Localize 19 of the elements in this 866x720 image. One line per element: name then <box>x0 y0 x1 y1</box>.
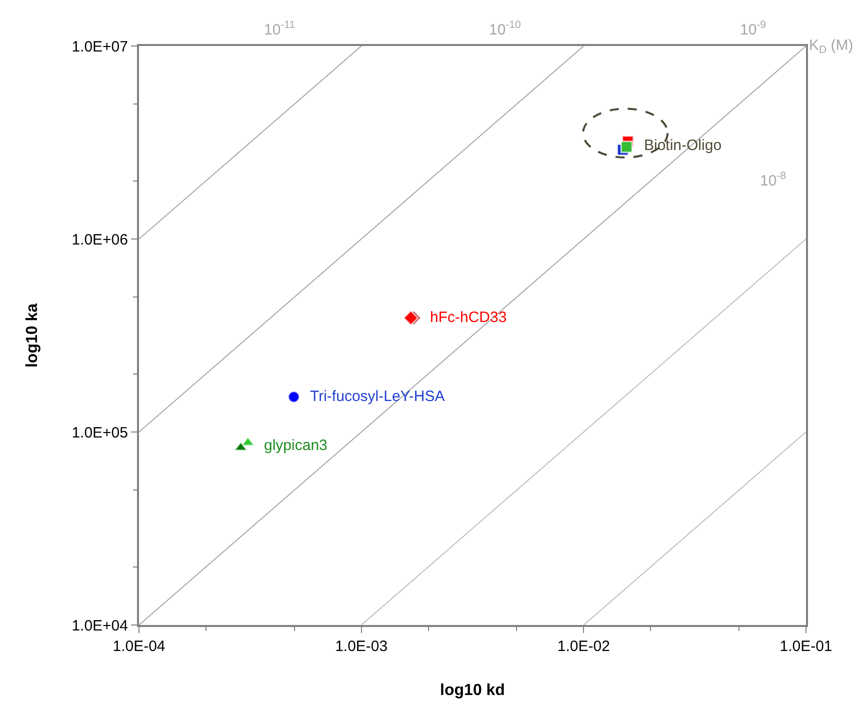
series-label: glypican3 <box>264 437 328 454</box>
x-tick-label: 1.0E-01 <box>780 638 832 655</box>
series-label: Tri-fucosyl-LeY-HSA <box>310 388 445 405</box>
x-tick-label: 1.0E-04 <box>112 638 166 655</box>
text: K$_{D}$ (M) <box>809 37 854 56</box>
y-tick-label: 1.0E+05 <box>72 424 128 442</box>
series-label: Biotin-Oligo <box>644 137 722 154</box>
x-tick-label: 1.0E-03 <box>335 638 388 655</box>
text: 10$^{-11}$ <box>264 19 296 38</box>
series-label: hFc-hCD33 <box>430 309 507 326</box>
annotation: 10$^{-8}$ <box>760 170 786 190</box>
y-tick-label: 1.0E+04 <box>72 617 128 634</box>
x-tick-label: 1.0E-02 <box>557 638 610 655</box>
y-axis-title: log10 ka <box>24 303 42 368</box>
y-tick-label: 1.0E+07 <box>72 38 128 56</box>
y-tick-label: 1.0E+06 <box>72 231 128 248</box>
text: 10$^{-10}$ <box>489 19 522 38</box>
x-axis-title: log10 kd <box>440 682 505 700</box>
text: 10$^{-9}$ <box>740 19 766 38</box>
